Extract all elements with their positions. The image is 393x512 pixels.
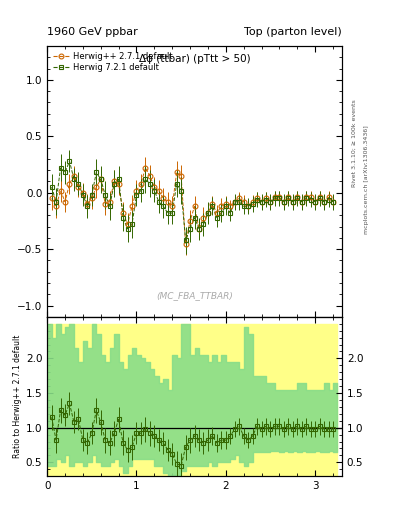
Text: 1960 GeV ppbar: 1960 GeV ppbar: [47, 27, 138, 37]
Text: Rivet 3.1.10; ≥ 100k events: Rivet 3.1.10; ≥ 100k events: [352, 99, 357, 187]
Text: Top (parton level): Top (parton level): [244, 27, 342, 37]
Text: Δϕ (t̅tbar) (pTtt > 50): Δϕ (t̅tbar) (pTtt > 50): [139, 54, 250, 64]
Text: (MC_FBA_TTBAR): (MC_FBA_TTBAR): [156, 292, 233, 301]
Legend: Herwig++ 2.7.1 default, Herwig 7.2.1 default: Herwig++ 2.7.1 default, Herwig 7.2.1 def…: [50, 49, 176, 76]
Text: mcplots.cern.ch [arXiv:1306.3436]: mcplots.cern.ch [arXiv:1306.3436]: [364, 125, 369, 233]
Y-axis label: Ratio to Herwig++ 2.7.1 default: Ratio to Herwig++ 2.7.1 default: [13, 335, 22, 458]
